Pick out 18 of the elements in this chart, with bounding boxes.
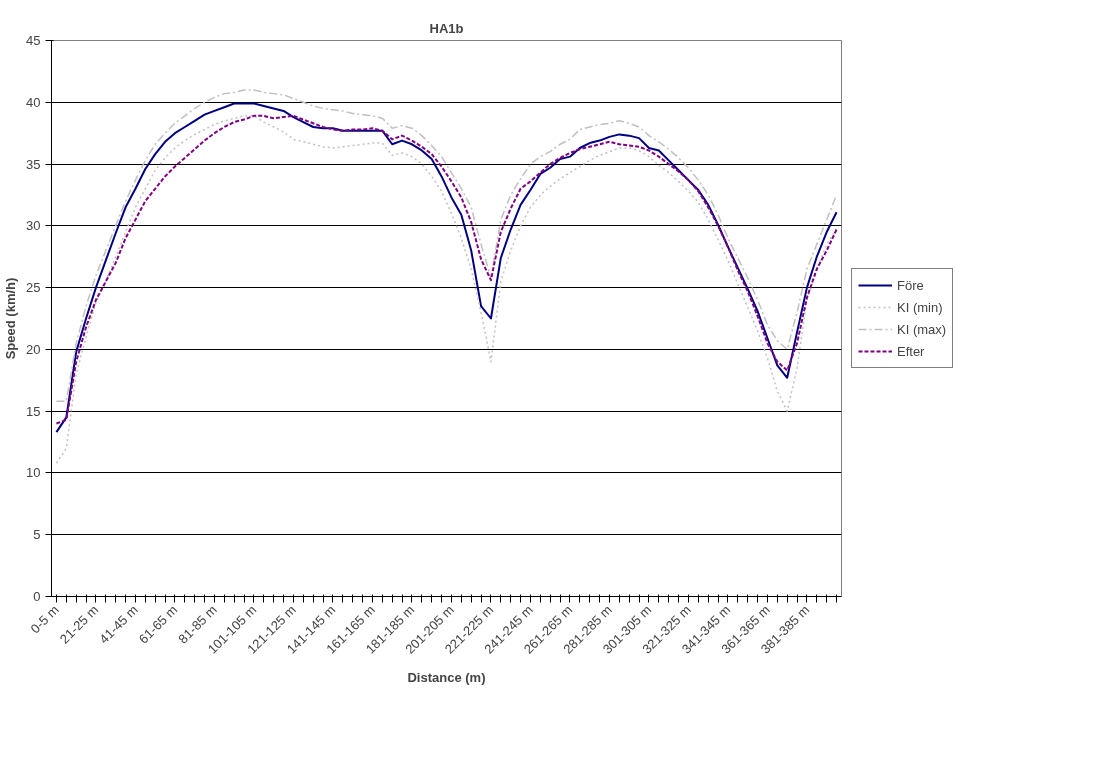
y-axis-title: Speed (km/h): [3, 277, 19, 360]
y-tick-label: 40: [26, 94, 41, 110]
y-tick-label: 25: [26, 280, 41, 296]
x-tick-label: 0-5 m: [27, 602, 62, 637]
chart-title: HA1b: [429, 20, 464, 36]
legend-label: Efter: [897, 343, 925, 359]
y-tick-label: 10: [26, 465, 41, 481]
y-tick-label: 35: [26, 156, 41, 172]
y-tick-label: 20: [26, 341, 41, 357]
y-tick-label: 45: [26, 33, 41, 48]
y-tick-label: 30: [26, 218, 41, 234]
y-tick-label: 0: [33, 589, 41, 604]
legend-label: KI (min): [897, 299, 943, 315]
x-axis-title: Distance (m): [407, 670, 486, 686]
y-tick-label: 5: [33, 527, 41, 543]
legend-label: KI (max): [897, 321, 947, 337]
y-tick-label: 15: [26, 403, 41, 419]
legend-label: Före: [897, 277, 924, 293]
